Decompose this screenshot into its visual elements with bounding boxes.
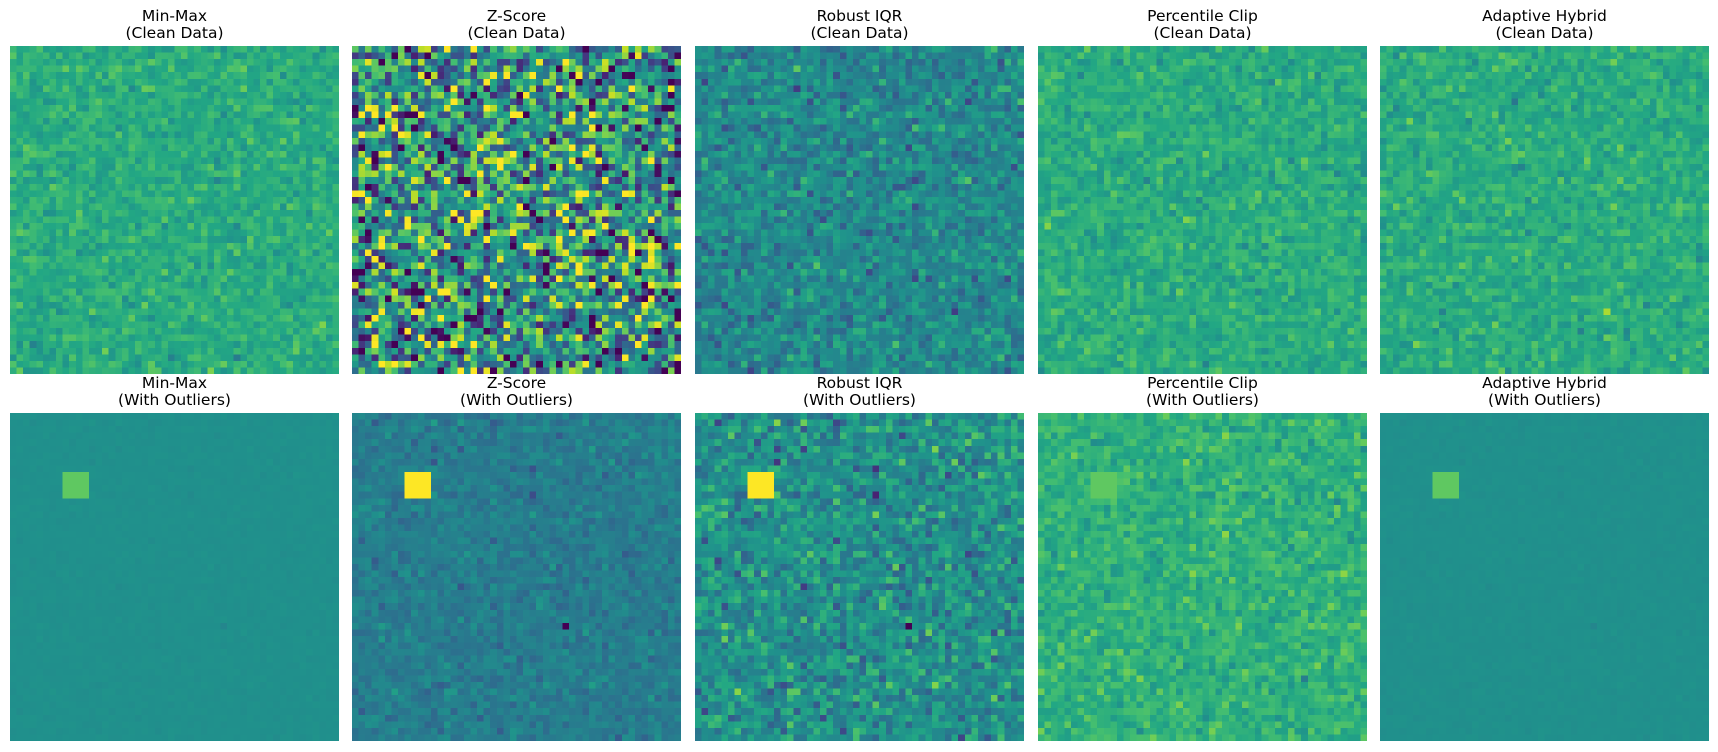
panel-title-condition: (Clean Data) bbox=[467, 24, 566, 42]
panel-title-method: Percentile Clip bbox=[1147, 374, 1258, 392]
panel-r0-c3: Percentile Clip (Clean Data) bbox=[1038, 8, 1367, 374]
panel-r0-c1: Z-Score (Clean Data) bbox=[352, 8, 681, 374]
panel-title-condition: (Clean Data) bbox=[125, 24, 224, 42]
panel-title-method: Robust IQR bbox=[816, 374, 903, 392]
heatmap-image bbox=[1380, 413, 1709, 741]
panel-title-method: Adaptive Hybrid bbox=[1482, 374, 1607, 392]
panel-title-method: Min-Max bbox=[141, 374, 208, 392]
panel-title-condition: (With Outliers) bbox=[460, 391, 573, 409]
panel-title-method: Robust IQR bbox=[816, 7, 903, 25]
panel-title-method: Adaptive Hybrid bbox=[1482, 7, 1607, 25]
heatmap-image bbox=[1380, 46, 1709, 374]
panel-title-method: Min-Max bbox=[141, 7, 208, 25]
heatmap-image bbox=[352, 46, 681, 374]
heatmap-image bbox=[1038, 413, 1367, 741]
panel-title-method: Z-Score bbox=[486, 7, 547, 25]
panel-title-condition: (With Outliers) bbox=[1488, 391, 1601, 409]
panel-r1-c2: Robust IQR (With Outliers) bbox=[695, 375, 1024, 741]
panel-r1-c1: Z-Score (With Outliers) bbox=[352, 375, 681, 741]
panel-title-condition: (With Outliers) bbox=[1146, 391, 1259, 409]
panel-title-condition: (With Outliers) bbox=[803, 391, 916, 409]
panel-title-method: Percentile Clip bbox=[1147, 7, 1258, 25]
heatmap-image bbox=[10, 413, 339, 741]
panel-r0-c0: Min-Max (Clean Data) bbox=[10, 8, 339, 374]
panel-title-condition: (Clean Data) bbox=[1153, 24, 1252, 42]
panel-r1-c0: Min-Max (With Outliers) bbox=[10, 375, 339, 741]
panel-title-condition: (Clean Data) bbox=[1495, 24, 1594, 42]
panel-r1-c3: Percentile Clip (With Outliers) bbox=[1038, 375, 1367, 741]
panel-title-condition: (With Outliers) bbox=[118, 391, 231, 409]
heatmap-image bbox=[10, 46, 339, 374]
panel-title-condition: (Clean Data) bbox=[810, 24, 909, 42]
panel-r1-c4: Adaptive Hybrid (With Outliers) bbox=[1380, 375, 1709, 741]
heatmap-image bbox=[695, 413, 1024, 741]
heatmap-image bbox=[695, 46, 1024, 374]
heatmap-image bbox=[1038, 46, 1367, 374]
panel-r0-c4: Adaptive Hybrid (Clean Data) bbox=[1380, 8, 1709, 374]
panel-title-method: Z-Score bbox=[486, 374, 547, 392]
heatmap-image bbox=[352, 413, 681, 741]
panel-r0-c2: Robust IQR (Clean Data) bbox=[695, 8, 1024, 374]
